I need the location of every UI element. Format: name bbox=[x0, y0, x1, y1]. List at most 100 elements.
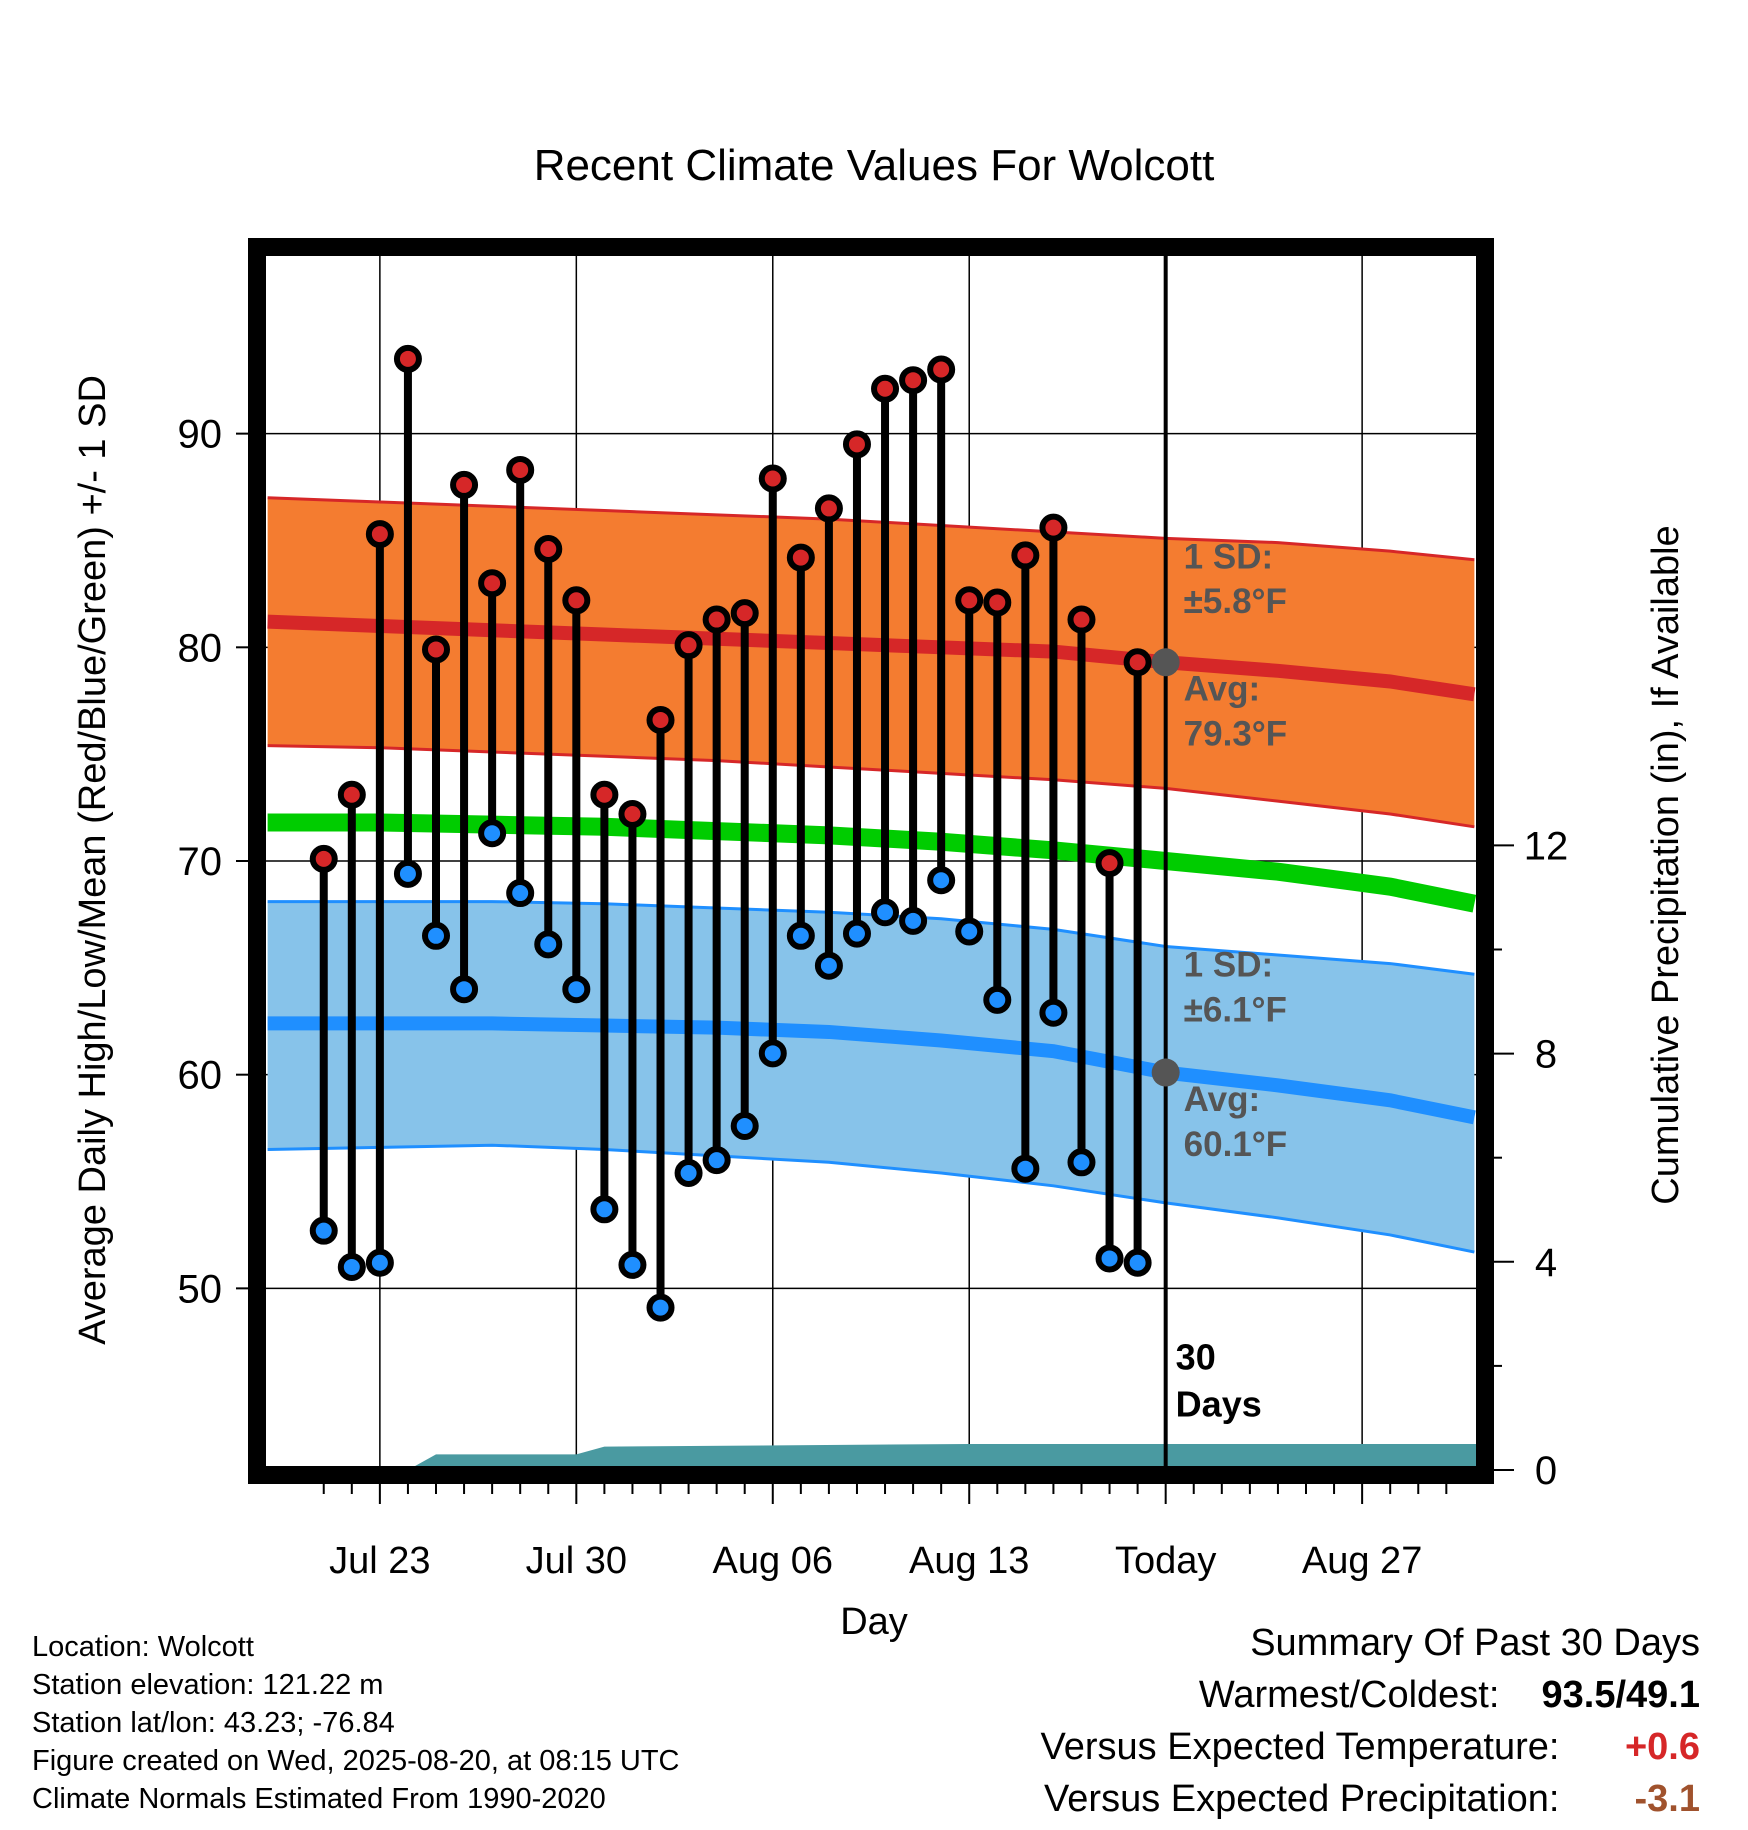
created-line: Figure created on Wed, 2025-08-20, at 08… bbox=[32, 1745, 680, 1777]
high-point bbox=[871, 374, 900, 403]
high-point bbox=[365, 520, 394, 549]
summary-temp-row: Versus Expected Temperature: +0.6 bbox=[800, 1726, 1700, 1778]
high-avg-label: Avg: bbox=[1184, 670, 1260, 709]
low-point bbox=[450, 975, 479, 1004]
station-info: Location: Wolcott Station elevation: 121… bbox=[32, 1628, 680, 1818]
low-point bbox=[702, 1146, 731, 1175]
summary-title: Summary Of Past 30 Days bbox=[1250, 1622, 1700, 1664]
y2-tick-label: 0 bbox=[1535, 1449, 1557, 1493]
high-point bbox=[674, 631, 703, 660]
low-point bbox=[955, 917, 984, 946]
high-point bbox=[702, 605, 731, 634]
low-lower-edge bbox=[267, 1143, 1475, 1254]
high-point bbox=[590, 780, 619, 809]
location-line: Location: Wolcott bbox=[32, 1631, 254, 1663]
low-point bbox=[983, 985, 1012, 1014]
plot-clipped-group bbox=[262, 252, 1480, 1470]
summary-precip-row: Versus Expected Precipitation: -3.1 bbox=[800, 1778, 1700, 1830]
y2-axis-label: Cumulative Precipitation (in), If Availa… bbox=[1645, 525, 1687, 1204]
x-tick-label: Aug 13 bbox=[909, 1540, 1029, 1582]
low-sd-label: 1 SD: bbox=[1184, 945, 1273, 984]
low-normal-line bbox=[267, 1016, 1476, 1125]
y-tick-label: 70 bbox=[178, 840, 223, 884]
high-point bbox=[786, 543, 815, 572]
high-point bbox=[1123, 648, 1152, 677]
low-avg-label: Avg: bbox=[1184, 1080, 1260, 1119]
high-point bbox=[337, 780, 366, 809]
plot-frame bbox=[248, 238, 1494, 1484]
x-tick-label: Today bbox=[1115, 1540, 1216, 1582]
plot-area: 1 SD: ±5.8°F Avg: 79.3°F 1 SD: ±6.1°F Avg: 60.1… bbox=[178, 238, 1568, 1582]
low-point bbox=[786, 921, 815, 950]
temp-label: Versus Expected Temperature: bbox=[1040, 1726, 1560, 1768]
high-point bbox=[393, 344, 422, 373]
low-point bbox=[730, 1111, 759, 1140]
high-point bbox=[955, 586, 984, 615]
low-point bbox=[1095, 1244, 1124, 1273]
low-point bbox=[1011, 1154, 1040, 1183]
high-point bbox=[478, 569, 507, 598]
summary-warmest-row: Warmest/Coldest: 93.5/49.1 bbox=[800, 1674, 1700, 1726]
high-point bbox=[927, 355, 956, 384]
low-point bbox=[309, 1216, 338, 1245]
x-tick-label: Jul 23 bbox=[329, 1540, 430, 1582]
high-point bbox=[646, 705, 675, 734]
low-point bbox=[842, 919, 871, 948]
low-sd-value: ±6.1°F bbox=[1184, 990, 1287, 1029]
days-word-label: Days bbox=[1176, 1384, 1262, 1425]
today-high-normal-marker bbox=[1151, 648, 1180, 677]
low-point bbox=[618, 1250, 647, 1279]
temp-value: +0.6 bbox=[1624, 1726, 1700, 1768]
y2-tick-label: 8 bbox=[1535, 1033, 1557, 1077]
low-point bbox=[1067, 1148, 1096, 1177]
high-point bbox=[899, 366, 928, 395]
low-point bbox=[590, 1195, 619, 1224]
y-tick-label: 60 bbox=[178, 1054, 223, 1098]
low-point bbox=[422, 921, 450, 950]
low-point bbox=[562, 975, 591, 1004]
chart-title: Recent Climate Values For Wolcott bbox=[534, 141, 1215, 190]
high-point bbox=[534, 535, 563, 564]
warmest-label: Warmest/Coldest: bbox=[1198, 1674, 1500, 1716]
x-tick-label: Aug 27 bbox=[1302, 1540, 1422, 1582]
high-point bbox=[506, 455, 535, 484]
x-axis-label: Day bbox=[840, 1601, 908, 1643]
high-point bbox=[1011, 541, 1040, 570]
low-point bbox=[393, 859, 422, 888]
x-tick-label: Jul 30 bbox=[526, 1540, 627, 1582]
low-sd-band bbox=[267, 901, 1475, 1253]
high-point bbox=[1039, 513, 1068, 542]
precip-area bbox=[267, 1443, 1480, 1470]
low-point bbox=[1039, 998, 1068, 1027]
low-avg-value: 60.1°F bbox=[1184, 1125, 1288, 1164]
low-point bbox=[758, 1039, 787, 1068]
high-point bbox=[618, 799, 647, 828]
high-avg-value: 79.3°F bbox=[1184, 715, 1288, 754]
normals-line: Climate Normals Estimated From 1990-2020 bbox=[32, 1783, 606, 1815]
high-point bbox=[422, 635, 450, 664]
high-point bbox=[450, 470, 479, 499]
high-point bbox=[842, 430, 871, 459]
high-point bbox=[1095, 849, 1124, 878]
y-tick-label: 50 bbox=[178, 1267, 223, 1311]
low-point bbox=[365, 1248, 394, 1277]
warmest-value: 93.5/49.1 bbox=[1541, 1674, 1700, 1716]
today-low-normal-marker bbox=[1151, 1058, 1180, 1087]
high-point bbox=[1067, 605, 1096, 634]
low-point bbox=[927, 866, 956, 895]
mean-normal-line bbox=[267, 813, 1477, 913]
high-point bbox=[562, 586, 591, 615]
days-count-label: 30 bbox=[1176, 1337, 1216, 1378]
low-point bbox=[337, 1253, 366, 1281]
low-point bbox=[674, 1158, 703, 1187]
summary-panel: Summary Of Past 30 Days Warmest/Coldest:… bbox=[800, 1622, 1700, 1830]
precip-label: Versus Expected Precipitation: bbox=[1044, 1778, 1560, 1820]
precip-value: -3.1 bbox=[1634, 1778, 1700, 1820]
high-point bbox=[309, 844, 338, 873]
high-point bbox=[983, 588, 1012, 617]
y-tick-label: 90 bbox=[178, 413, 223, 457]
high-sd-value: ±5.8°F bbox=[1184, 582, 1287, 621]
y-axis-label: Average Daily High/Low/Mean (Red/Blue/Gr… bbox=[72, 375, 114, 1345]
low-point bbox=[871, 898, 900, 927]
